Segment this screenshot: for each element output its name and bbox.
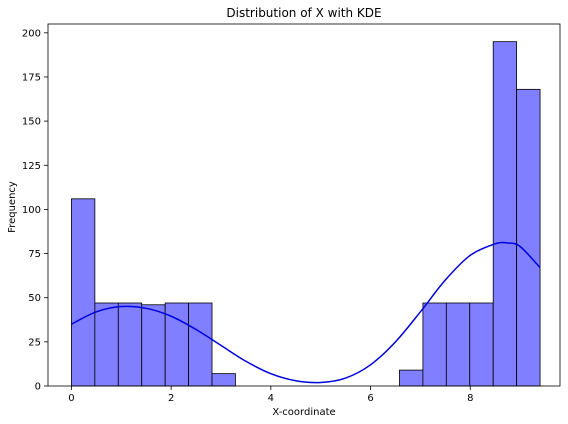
y-tick-label: 175 [22, 72, 41, 83]
x-axis-label: X-coordinate [272, 407, 335, 418]
y-tick-label: 75 [28, 249, 41, 260]
histogram-bar [117, 302, 143, 387]
y-tick-label: 50 [28, 293, 41, 304]
histogram-bar [469, 302, 494, 387]
histogram-bar [71, 198, 96, 387]
x-tick-label: 0 [68, 393, 74, 404]
y-tick-label: 200 [22, 28, 41, 39]
histogram-bar [94, 302, 119, 387]
histogram-bar [492, 41, 518, 387]
y-tick-label: 125 [22, 161, 41, 172]
x-tick-label: 6 [367, 393, 373, 404]
y-axis-label: Frequency [7, 181, 18, 233]
y-axis-ticks: 0 25 50 75 100 125 150 175 200 [22, 28, 48, 393]
histogram-bar [188, 302, 213, 387]
x-axis-ticks: 0 2 4 6 8 [68, 386, 473, 404]
y-tick-label: 25 [28, 337, 41, 348]
chart-title: Distribution of X with KDE [226, 6, 381, 20]
histogram-bar [211, 373, 236, 387]
x-tick-label: 2 [168, 393, 174, 404]
kde-line [71, 241, 541, 384]
y-tick-label: 100 [22, 205, 41, 216]
histogram-bar [141, 304, 166, 387]
histogram-bar [399, 369, 424, 387]
x-tick-label: 8 [467, 393, 473, 404]
histogram-bar [516, 88, 541, 387]
histogram-bar [422, 302, 447, 387]
bars-group [71, 41, 541, 387]
y-tick-label: 0 [35, 382, 41, 393]
x-tick-label: 4 [268, 393, 274, 404]
y-tick-label: 150 [22, 117, 41, 128]
histogram-bar [445, 302, 471, 387]
plot-frame [47, 23, 561, 387]
